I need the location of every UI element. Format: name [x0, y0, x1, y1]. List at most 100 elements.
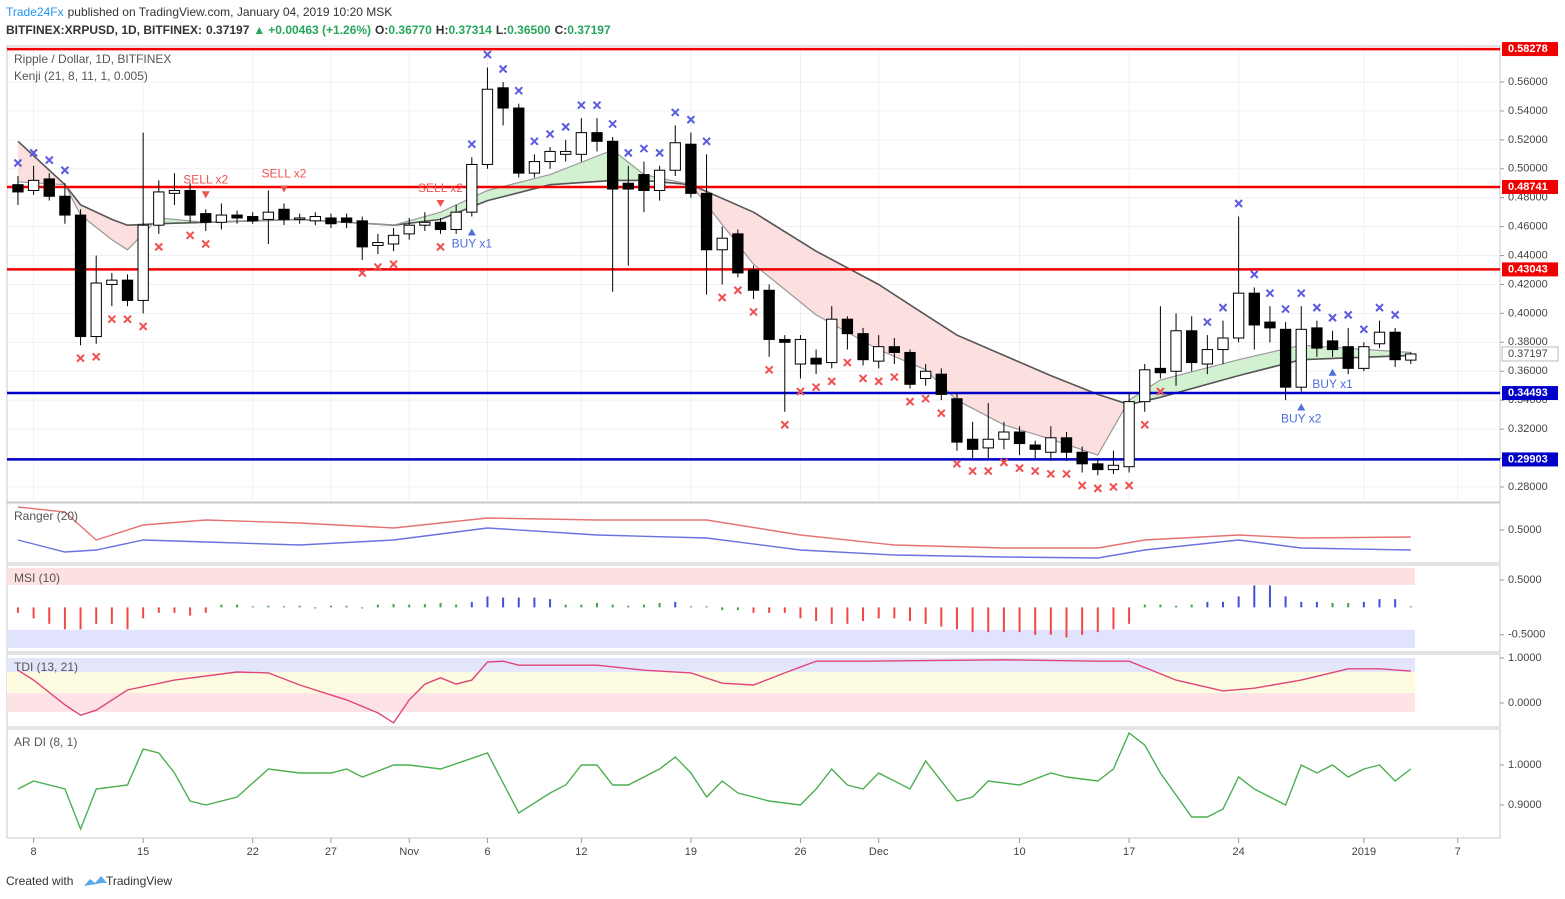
candle-body [168, 189, 181, 194]
cloud-fill [550, 149, 613, 185]
signal-cross [858, 374, 868, 383]
cloud-fill [1003, 355, 1051, 440]
x-tick-label: 12 [575, 846, 587, 858]
level-tag-label: 0.58278 [1508, 43, 1548, 55]
candle-body [1264, 321, 1276, 329]
signal-cross [13, 158, 23, 168]
histogram-bar [267, 605, 270, 608]
cloud-fill [925, 314, 957, 401]
signal-arrow [467, 228, 476, 236]
symbol-line: BITFINEX:XRPUSD, 1D, BITFINEX: 0.37197 ▲ +0… [6, 23, 611, 37]
candle-body [1139, 369, 1151, 403]
signal-label: SELL x2 [183, 172, 228, 186]
candle-body [90, 282, 102, 338]
candle-body [1060, 437, 1073, 453]
candle-body [669, 142, 681, 171]
histogram-bar [1221, 601, 1224, 608]
histogram-bar [1378, 599, 1381, 608]
histogram-bar [1237, 596, 1240, 608]
histogram-bar [689, 606, 692, 608]
candle-body [904, 351, 916, 385]
signal-cross [796, 387, 805, 396]
signal-cross [1077, 481, 1087, 490]
signal-cross [91, 352, 101, 361]
candle-body [560, 150, 572, 155]
histogram-bar [564, 604, 567, 608]
candle-body [293, 217, 306, 220]
candle-body [43, 178, 55, 197]
signal-cross [1203, 317, 1212, 327]
histogram-bar [329, 605, 332, 608]
histogram-bar [830, 607, 833, 624]
candle-body [1326, 340, 1339, 351]
histogram-bar [596, 602, 599, 608]
histogram-bar [1096, 607, 1099, 633]
histogram-bar [1362, 601, 1365, 608]
signal-cross [1218, 303, 1228, 312]
signal-cross [60, 166, 70, 175]
signal-cross [358, 268, 367, 278]
signal-cross [1281, 304, 1290, 314]
candle-body [121, 279, 134, 301]
candle-body [27, 179, 40, 191]
signal-cross [1265, 288, 1275, 298]
histogram-bar [1143, 604, 1146, 608]
histogram-bar [1284, 596, 1287, 608]
panel-title: MSI (10) [14, 571, 60, 585]
signal-cross [1375, 303, 1384, 312]
histogram-bar [251, 606, 254, 608]
histogram-bar [486, 596, 489, 608]
candle-body [1045, 437, 1057, 453]
panel-title: TDI (13, 21) [14, 660, 78, 674]
level-tag [1502, 452, 1558, 467]
signal-label: BUY x1 [452, 237, 493, 251]
histogram-bar [455, 604, 458, 608]
signal-cross [1124, 481, 1134, 490]
ohlc-value: 0.37314 [448, 23, 492, 37]
histogram-bar [16, 607, 19, 613]
histogram-bar [799, 607, 802, 619]
footer-brand[interactable]: TradingView [106, 874, 172, 888]
y-tick-label: 0.54000 [1508, 105, 1548, 117]
signal-cross [733, 286, 743, 295]
signal-cross [1109, 482, 1118, 492]
histogram-bar [298, 605, 301, 608]
candle-body [278, 208, 290, 220]
histogram-bar [1300, 601, 1303, 608]
cloud-fill [1097, 394, 1130, 456]
candle-body [1217, 337, 1229, 351]
logo [84, 876, 107, 886]
histogram-bar [1002, 607, 1005, 633]
histogram-bar [63, 607, 66, 630]
signal-cross [1343, 310, 1353, 320]
histogram-bar [361, 607, 364, 609]
panel-title: Ripple / Dollar, 1D, BITFINEX [14, 52, 171, 66]
x-tick-label: 22 [247, 846, 259, 858]
histogram-bar [752, 607, 755, 613]
signal-cross [921, 394, 930, 403]
x-tick-label: Dec [869, 846, 889, 858]
zone-band [7, 671, 1415, 694]
x-tick-label: Nov [399, 846, 419, 858]
histogram-bar [768, 607, 771, 613]
candle-body [106, 279, 118, 285]
histogram-bar [908, 607, 911, 622]
histogram-bar [157, 607, 160, 613]
candle-body [153, 191, 165, 226]
histogram-bar [877, 607, 880, 619]
histogram-bar [142, 607, 145, 619]
candle-body [951, 398, 963, 443]
y-tick-label: 0.32000 [1508, 423, 1548, 435]
candle-body [794, 338, 807, 365]
y-tick-label: 0.48000 [1508, 192, 1548, 204]
histogram-bar [283, 606, 286, 608]
candle-body [215, 214, 228, 223]
y-tick-label: 0.44000 [1508, 249, 1548, 261]
candle-body [1358, 346, 1370, 369]
level-tag-label: 0.43043 [1508, 263, 1548, 275]
signal-cross [843, 358, 852, 367]
candle-body [450, 211, 462, 231]
histogram-bar [1175, 605, 1178, 608]
candle-body [1232, 292, 1245, 339]
histogram-bar [893, 607, 896, 619]
